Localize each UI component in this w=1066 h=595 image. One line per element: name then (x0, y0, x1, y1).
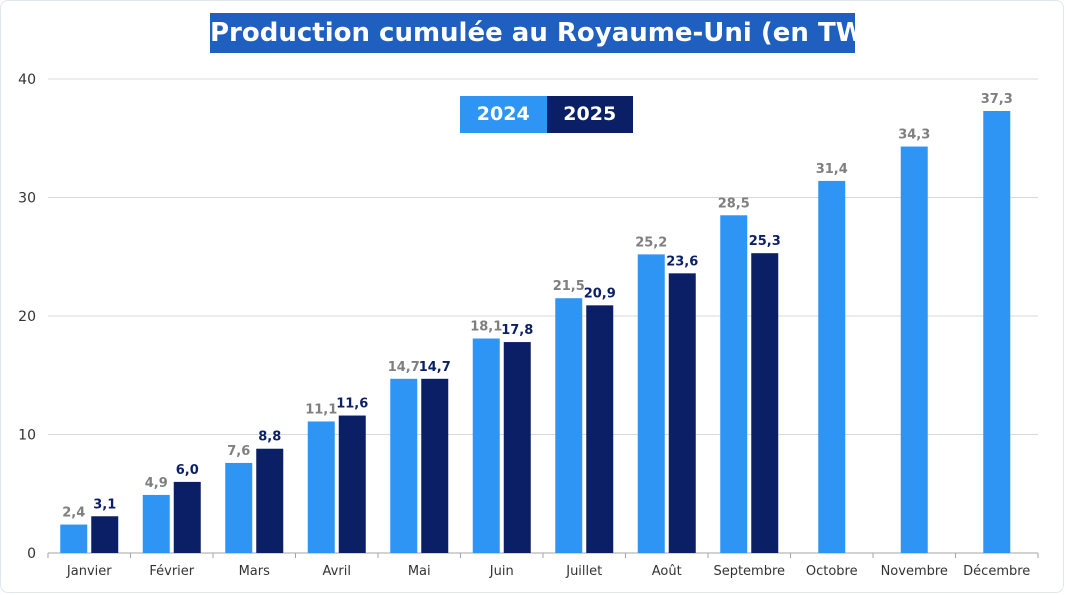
value-label-2024-0: 2,4 (62, 506, 85, 521)
bar-2024-2 (225, 462, 253, 553)
bar-2024-6 (555, 298, 583, 553)
value-label-2024-6: 21,5 (553, 279, 585, 294)
bars (60, 110, 1011, 554)
value-label-2024-10: 34,3 (898, 128, 930, 143)
bar-2024-4 (390, 378, 418, 553)
bar-2025-7 (668, 273, 696, 553)
value-label-2024-5: 18,1 (470, 320, 502, 335)
value-label-2024-8: 28,5 (718, 196, 750, 211)
x-tick-label: Février (149, 564, 194, 579)
x-tick-label: Août (652, 564, 682, 579)
value-label-2024-2: 7,6 (227, 444, 250, 459)
bar-2024-10 (900, 146, 928, 554)
x-tick-label: Avril (323, 564, 351, 579)
chart-title: Production cumulée au Royaume-Uni (en TW… (210, 13, 895, 53)
value-label-2024-7: 25,2 (635, 235, 667, 250)
value-label-2024-11: 37,3 (981, 92, 1013, 107)
value-label-2025-4: 14,7 (419, 360, 451, 375)
legend-item-2025: 2025 (546, 96, 633, 133)
y-tick-label: 40 (18, 72, 36, 88)
value-labels: 2,4 3,1 4,9 6,0 7,6 8,8 11,111,6 14,714,7 18,117… (62, 92, 1013, 521)
x-tick-label: Septembre (713, 564, 785, 579)
x-tick-label: Juillet (565, 564, 602, 579)
value-label-2025-5: 17,8 (501, 323, 533, 338)
x-tick-label: Décembre (963, 564, 1030, 579)
x-axis: Janvier Février Mars Avril Mai Juin Juillet Aoû… (47, 553, 1039, 579)
x-tick-label: Janvier (66, 564, 112, 579)
legend: 2024 2025 (460, 96, 633, 133)
value-label-2025-6: 20,9 (584, 286, 616, 301)
value-label-2025-3: 11,6 (336, 397, 368, 412)
value-label-2025-7: 23,6 (666, 254, 698, 269)
bar-2024-8 (720, 215, 748, 553)
bar-2025-6 (586, 305, 614, 553)
value-label-2025-1: 6,0 (176, 463, 199, 478)
bar-2024-5 (472, 338, 500, 553)
bar-2025-1 (173, 481, 201, 553)
y-tick-label: 10 (18, 428, 36, 444)
value-label-2024-3: 11,1 (305, 402, 337, 417)
x-tick-label: Novembre (881, 564, 948, 579)
bar-2025-0 (91, 516, 119, 553)
value-label-2024-4: 14,7 (388, 360, 420, 375)
legend-item-2024: 2024 (460, 96, 547, 133)
bar-2025-2 (256, 448, 284, 553)
x-tick-label: Octobre (806, 564, 858, 579)
bar-2024-7 (637, 254, 665, 553)
value-label-2025-0: 3,1 (93, 497, 116, 512)
x-tick-label: Mars (239, 564, 271, 579)
y-tick-label: 0 (27, 546, 36, 562)
value-label-2025-2: 8,8 (258, 430, 281, 445)
bar-2024-3 (307, 421, 335, 553)
bar-2025-8 (751, 253, 779, 553)
value-label-2025-8: 25,3 (749, 234, 781, 249)
bar-2024-0 (60, 524, 88, 553)
bar-2025-5 (503, 342, 531, 553)
bar-2024-9 (818, 180, 846, 553)
bar-2024-1 (142, 494, 170, 553)
bar-2024-11 (983, 110, 1011, 554)
y-tick-label: 20 (18, 309, 36, 325)
y-axis: 0 10 20 30 40 (18, 72, 36, 562)
x-tick-label: Juin (489, 564, 514, 579)
value-label-2024-9: 31,4 (816, 162, 848, 177)
bar-2025-3 (338, 415, 366, 553)
value-label-2024-1: 4,9 (145, 476, 168, 491)
bar-2025-4 (421, 378, 449, 553)
y-tick-label: 30 (18, 191, 36, 207)
x-tick-label: Mai (408, 564, 431, 579)
